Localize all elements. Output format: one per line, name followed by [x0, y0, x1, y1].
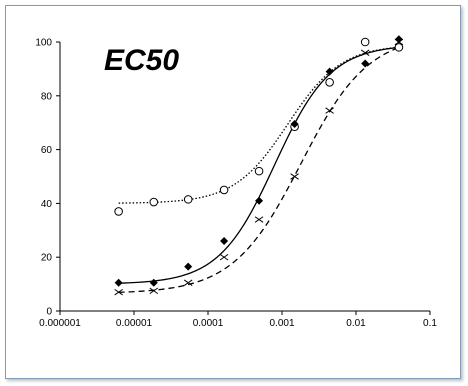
data-point-circle — [149, 197, 159, 207]
data-points — [114, 35, 404, 296]
y-tick-label: 100 — [35, 38, 52, 49]
data-point-x — [360, 49, 370, 56]
chart-title: EC50 — [104, 44, 179, 77]
data-point-diamond — [149, 278, 158, 287]
y-tick-label: 60 — [41, 145, 53, 156]
y-tick-label: 40 — [41, 199, 53, 210]
data-point-circle — [254, 166, 264, 176]
y-tick-label: 20 — [41, 253, 53, 264]
y-tick-label: 80 — [41, 91, 53, 102]
fit-curve-series-2 — [118, 46, 399, 284]
data-point-x — [394, 38, 404, 46]
data-point-x — [114, 288, 123, 296]
chart-frame — [5, 5, 461, 379]
data-point-circle — [360, 37, 370, 47]
data-point-diamond — [290, 120, 299, 129]
x-tick-label: 0.001 — [269, 318, 294, 329]
x-tick-label: 0.1 — [423, 318, 437, 329]
data-point-diamond — [361, 59, 370, 68]
data-point-x — [254, 216, 264, 223]
data-point-diamond — [184, 262, 193, 271]
data-point-diamond — [394, 35, 403, 44]
data-point-x — [325, 107, 334, 114]
x-tick-label: 0.0001 — [193, 318, 224, 329]
data-point-diamond — [325, 67, 334, 76]
x-tick-label: 0.000001 — [39, 318, 81, 329]
data-point-x — [290, 173, 299, 180]
data-point-circle — [183, 195, 193, 204]
x-tick-label: 0.00001 — [116, 318, 153, 329]
fit-curve-series-1 — [118, 46, 399, 204]
data-point-diamond — [255, 196, 264, 205]
data-point-diamond — [114, 278, 123, 287]
axes: 0 20 40 60 80 100 0.000001 0.00001 0.0001 0.001 0.… — [35, 38, 437, 330]
data-point-circle — [114, 207, 123, 216]
data-point-circle — [325, 78, 334, 87]
data-point-circle — [219, 185, 229, 195]
data-point-x — [149, 287, 159, 295]
y-tick-label: 0 — [46, 307, 52, 318]
x-tick-label: 0.01 — [346, 318, 366, 329]
data-point-x — [219, 253, 229, 261]
data-point-circle — [394, 43, 404, 52]
data-point-diamond — [220, 237, 229, 246]
data-point-x — [183, 279, 193, 286]
